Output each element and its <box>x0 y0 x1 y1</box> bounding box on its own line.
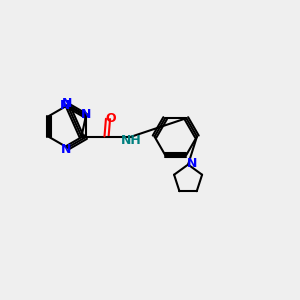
Text: N: N <box>60 99 70 112</box>
Text: NH: NH <box>121 134 142 147</box>
Text: N: N <box>62 97 73 110</box>
Text: N: N <box>187 157 198 169</box>
Text: N: N <box>81 108 91 121</box>
Text: N: N <box>61 142 71 156</box>
Text: O: O <box>105 112 116 125</box>
